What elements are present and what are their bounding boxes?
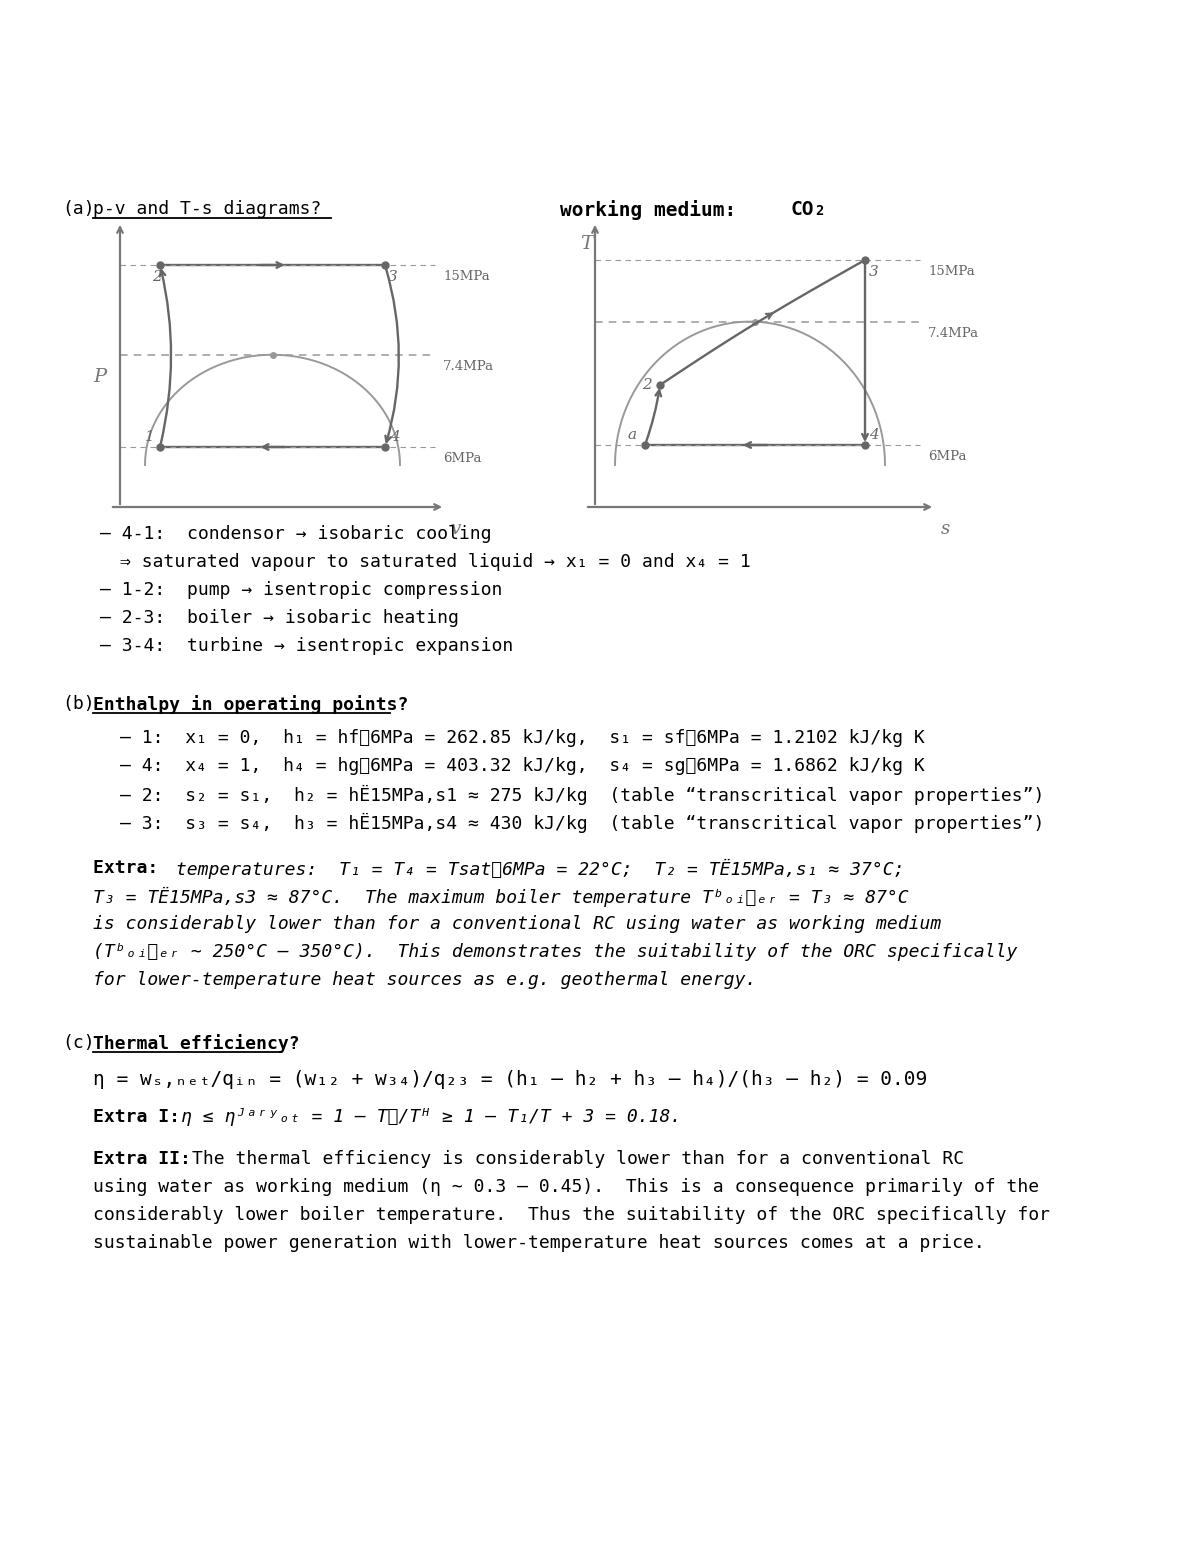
Text: P: P: [94, 368, 107, 387]
Text: 4: 4: [390, 430, 400, 444]
Text: working medium:: working medium:: [560, 200, 760, 221]
Text: a: a: [628, 429, 637, 443]
Text: using water as working medium (η ∼ 0.3 – 0.45).  This is a consequence primarily: using water as working medium (η ∼ 0.3 –…: [94, 1179, 1039, 1196]
Text: 1: 1: [145, 430, 155, 444]
Text: 6MPa: 6MPa: [928, 450, 966, 463]
Text: 2: 2: [152, 270, 162, 284]
Text: – 2:  s₂ = s₁,  h₂ = hЁ15MPa,s1 ≈ 275 kJ/kg  (table “transcritical vapor propert: – 2: s₂ = s₁, h₂ = hЁ15MPa,s1 ≈ 275 kJ/k…: [120, 784, 1044, 804]
Text: p-v and T-s diagrams?: p-v and T-s diagrams?: [94, 200, 322, 217]
Text: T: T: [581, 235, 594, 253]
Text: Extra II:: Extra II:: [94, 1151, 202, 1168]
Text: 15MPa: 15MPa: [443, 270, 490, 283]
Text: – 4:  x₄ = 1,  h₄ = hg⁀6MPa = 403.32 kJ/kg,  s₄ = sg⁀6MPa = 1.6862 kJ/kg K: – 4: x₄ = 1, h₄ = hg⁀6MPa = 403.32 kJ/kg…: [120, 756, 925, 775]
Text: 7.4MPa: 7.4MPa: [443, 360, 494, 373]
Text: CO: CO: [790, 200, 814, 219]
Text: (Tᵇₒᵢℓₑᵣ ∼ 250°C – 350°C).  This demonstrates the suitability of the ORC specifi: (Tᵇₒᵢℓₑᵣ ∼ 250°C – 350°C). This demonstr…: [94, 943, 1018, 961]
Text: v: v: [450, 520, 460, 537]
Text: s: s: [941, 520, 949, 537]
Text: – 3-4:  turbine → isentropic expansion: – 3-4: turbine → isentropic expansion: [100, 637, 514, 655]
Text: considerably lower boiler temperature.  Thus the suitability of the ORC specific: considerably lower boiler temperature. T…: [94, 1207, 1050, 1224]
Text: η = wₛ,ₙₑₜ/qᵢₙ = (w₁₂ + w₃₄)/q₂₃ = (h₁ – h₂ + h₃ – h₄)/(h₃ – h₂) = 0.09: η = wₛ,ₙₑₜ/qᵢₙ = (w₁₂ + w₃₄)/q₂₃ = (h₁ –…: [94, 1070, 928, 1089]
Text: (b): (b): [62, 696, 95, 713]
Text: T₃ = TЁ15MPa,s3 ≈ 87°C.  The maximum boiler temperature Tᵇₒᵢℓₑᵣ = T₃ ≈ 87°C: T₃ = TЁ15MPa,s3 ≈ 87°C. The maximum boil…: [94, 887, 908, 907]
Text: 6MPa: 6MPa: [443, 452, 481, 464]
Text: for lower-temperature heat sources as e.g. geothermal energy.: for lower-temperature heat sources as e.…: [94, 971, 756, 989]
Text: 3: 3: [388, 270, 397, 284]
Text: 15MPa: 15MPa: [928, 266, 974, 278]
Text: ⇒ saturated vapour to saturated liquid → x₁ = 0 and x₄ = 1: ⇒ saturated vapour to saturated liquid →…: [120, 553, 751, 572]
Text: 7.4MPa: 7.4MPa: [928, 326, 979, 340]
Text: 2: 2: [642, 377, 652, 391]
Text: – 2-3:  boiler → isobaric heating: – 2-3: boiler → isobaric heating: [100, 609, 458, 627]
Text: – 3:  s₃ = s₄,  h₃ = hЁ15MPa,s4 ≈ 430 kJ/kg  (table “transcritical vapor propert: – 3: s₃ = s₄, h₃ = hЁ15MPa,s4 ≈ 430 kJ/k…: [120, 814, 1044, 832]
Text: (c): (c): [62, 1034, 95, 1051]
Text: Extra I:: Extra I:: [94, 1107, 191, 1126]
Text: 2: 2: [815, 203, 823, 217]
Text: – 4-1:  condensor → isobaric cooling: – 4-1: condensor → isobaric cooling: [100, 525, 492, 544]
Text: sustainable power generation with lower-temperature heat sources comes at a pric: sustainable power generation with lower-…: [94, 1235, 985, 1252]
Text: – 1:  x₁ = 0,  h₁ = hf⁀6MPa = 262.85 kJ/kg,  s₁ = sf⁀6MPa = 1.2102 kJ/kg K: – 1: x₁ = 0, h₁ = hf⁀6MPa = 262.85 kJ/kg…: [120, 728, 925, 747]
Text: η ≤ ηᴶᵃʳʸₒₜ = 1 – Tⲟ/Tᴴ ≥ 1 – T₁/T + 3 = 0.18.: η ≤ ηᴶᵃʳʸₒₜ = 1 – Tⲟ/Tᴴ ≥ 1 – T₁/T + 3 =…: [181, 1107, 682, 1126]
Text: Thermal efficiency?: Thermal efficiency?: [94, 1034, 300, 1053]
Text: temperatures:  T₁ = T₄ = Tsat⁀6MPa = 22°C;  T₂ = TЁ15MPa,s₁ ≈ 37°C;: temperatures: T₁ = T₄ = Tsat⁀6MPa = 22°C…: [166, 859, 905, 879]
Text: Enthalpy in operating points?: Enthalpy in operating points?: [94, 696, 408, 714]
Text: is considerably lower than for a conventional RC using water as working medium: is considerably lower than for a convent…: [94, 915, 941, 933]
Text: Extra:: Extra:: [94, 859, 169, 877]
Text: 3: 3: [869, 266, 878, 280]
Text: (a): (a): [62, 200, 95, 217]
Text: – 1-2:  pump → isentropic compression: – 1-2: pump → isentropic compression: [100, 581, 503, 599]
Text: 4: 4: [869, 429, 878, 443]
Text: The thermal efficiency is considerably lower than for a conventional RC: The thermal efficiency is considerably l…: [192, 1151, 964, 1168]
